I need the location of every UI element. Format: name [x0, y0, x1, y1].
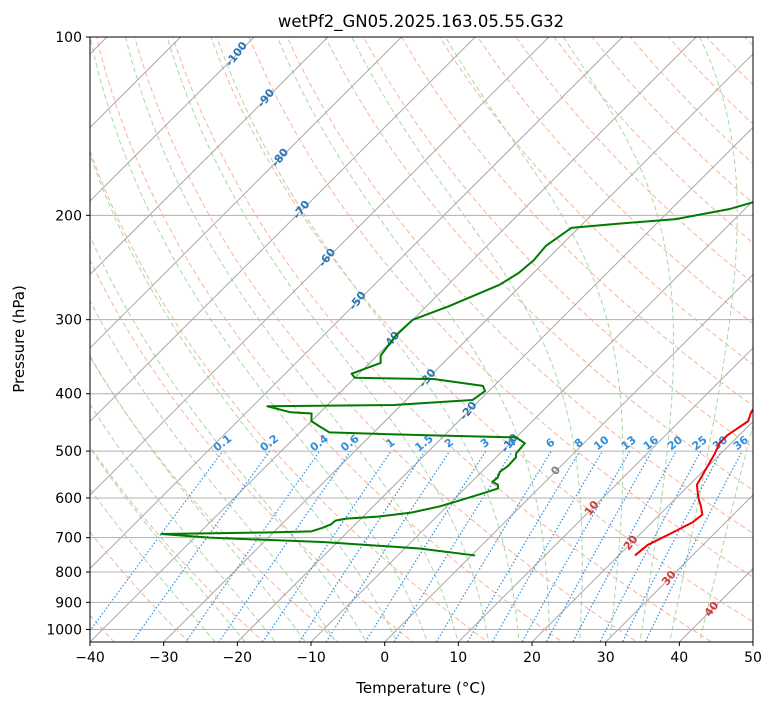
y-tick-label: 700: [55, 531, 82, 547]
x-tick-label: −20: [223, 650, 253, 666]
x-tick-label: 50: [744, 650, 762, 666]
dry-adiabat-line: [362, 37, 753, 449]
dry-adiabat-line: [629, 37, 753, 165]
isotherm-line: [90, 37, 329, 276]
y-tick-label: 400: [55, 387, 82, 403]
moist-adiabat-line: [90, 354, 307, 642]
dry-adiabat-line: [324, 37, 753, 491]
isotherm-line: [90, 37, 624, 570]
x-tick-label: 20: [523, 650, 541, 666]
isotherm-line: [90, 37, 476, 423]
x-tick-label: −10: [296, 650, 326, 666]
dry-adiabat-line: [90, 355, 340, 642]
y-tick-label: 500: [55, 444, 82, 460]
y-tick-label: 300: [55, 313, 82, 329]
y-tick-label: 800: [55, 565, 82, 581]
dry-adiabat-line: [90, 445, 265, 642]
x-axis-title: Temperature (°C): [355, 679, 485, 697]
isotherm-line: [90, 37, 403, 349]
x-tick-label: 10: [449, 650, 467, 666]
dew-point-profile-line: [160, 201, 753, 557]
plot-frame: [89, 36, 754, 643]
isotherm-line: [457, 347, 753, 642]
moist-adiabat-line: [562, 37, 675, 642]
pressure-gridlines: [90, 37, 753, 630]
dry-adiabat-line: [400, 37, 753, 407]
x-tick-label: −30: [149, 650, 179, 666]
moist-adiabat-line: [669, 37, 738, 642]
y-axis: 1000 900 800 700 600 500 400 300 200 100: [46, 30, 90, 638]
isotherm-line: [310, 200, 753, 642]
isotherm-line: [90, 37, 255, 202]
y-tick-label: 100: [55, 30, 82, 46]
dry-adiabat-line: [96, 37, 564, 642]
dry-adiabat-line: [553, 37, 753, 244]
dry-adiabat-line: [477, 37, 753, 325]
x-axis: −40 −30 −20 −10 0 10 20 30 40 50: [75, 642, 762, 666]
dry-adiabat-line: [90, 149, 489, 642]
x-tick-label: 30: [597, 650, 615, 666]
y-tick-label: 600: [55, 491, 82, 507]
isotherm-line: [90, 37, 550, 496]
isotherm-line: [162, 53, 753, 642]
x-tick-label: 40: [670, 650, 688, 666]
x-tick-label: −40: [75, 650, 105, 666]
isotherm-line: [604, 494, 753, 642]
isotherm-line: [383, 273, 753, 642]
y-tick-label: 200: [55, 208, 82, 224]
x-tick-label: 0: [380, 650, 389, 666]
y-axis-title: Pressure (hPa): [10, 285, 28, 393]
chart-title: wetPf2_GN05.2025.163.05.55.G32: [278, 12, 564, 32]
plot-background: [90, 37, 753, 642]
dry-adiabat-line: [90, 259, 414, 642]
dry-adiabat-line: [439, 37, 753, 366]
isotherms: [90, 37, 753, 642]
isotherm-line: [236, 126, 753, 642]
y-tick-label: 900: [55, 595, 82, 611]
moist-adiabat-line: [216, 37, 520, 642]
dry-adiabat-line: [248, 37, 753, 578]
dry-adiabat-line: [134, 37, 638, 642]
moist-adiabat-line: [90, 234, 367, 642]
isotherm-line: [531, 420, 753, 642]
dry-adiabats: [90, 37, 753, 642]
y-tick-label: 1000: [46, 622, 82, 638]
sounding-series: [160, 201, 753, 557]
dry-adiabat-line: [172, 37, 713, 642]
temperature-profile-line: [634, 407, 753, 557]
